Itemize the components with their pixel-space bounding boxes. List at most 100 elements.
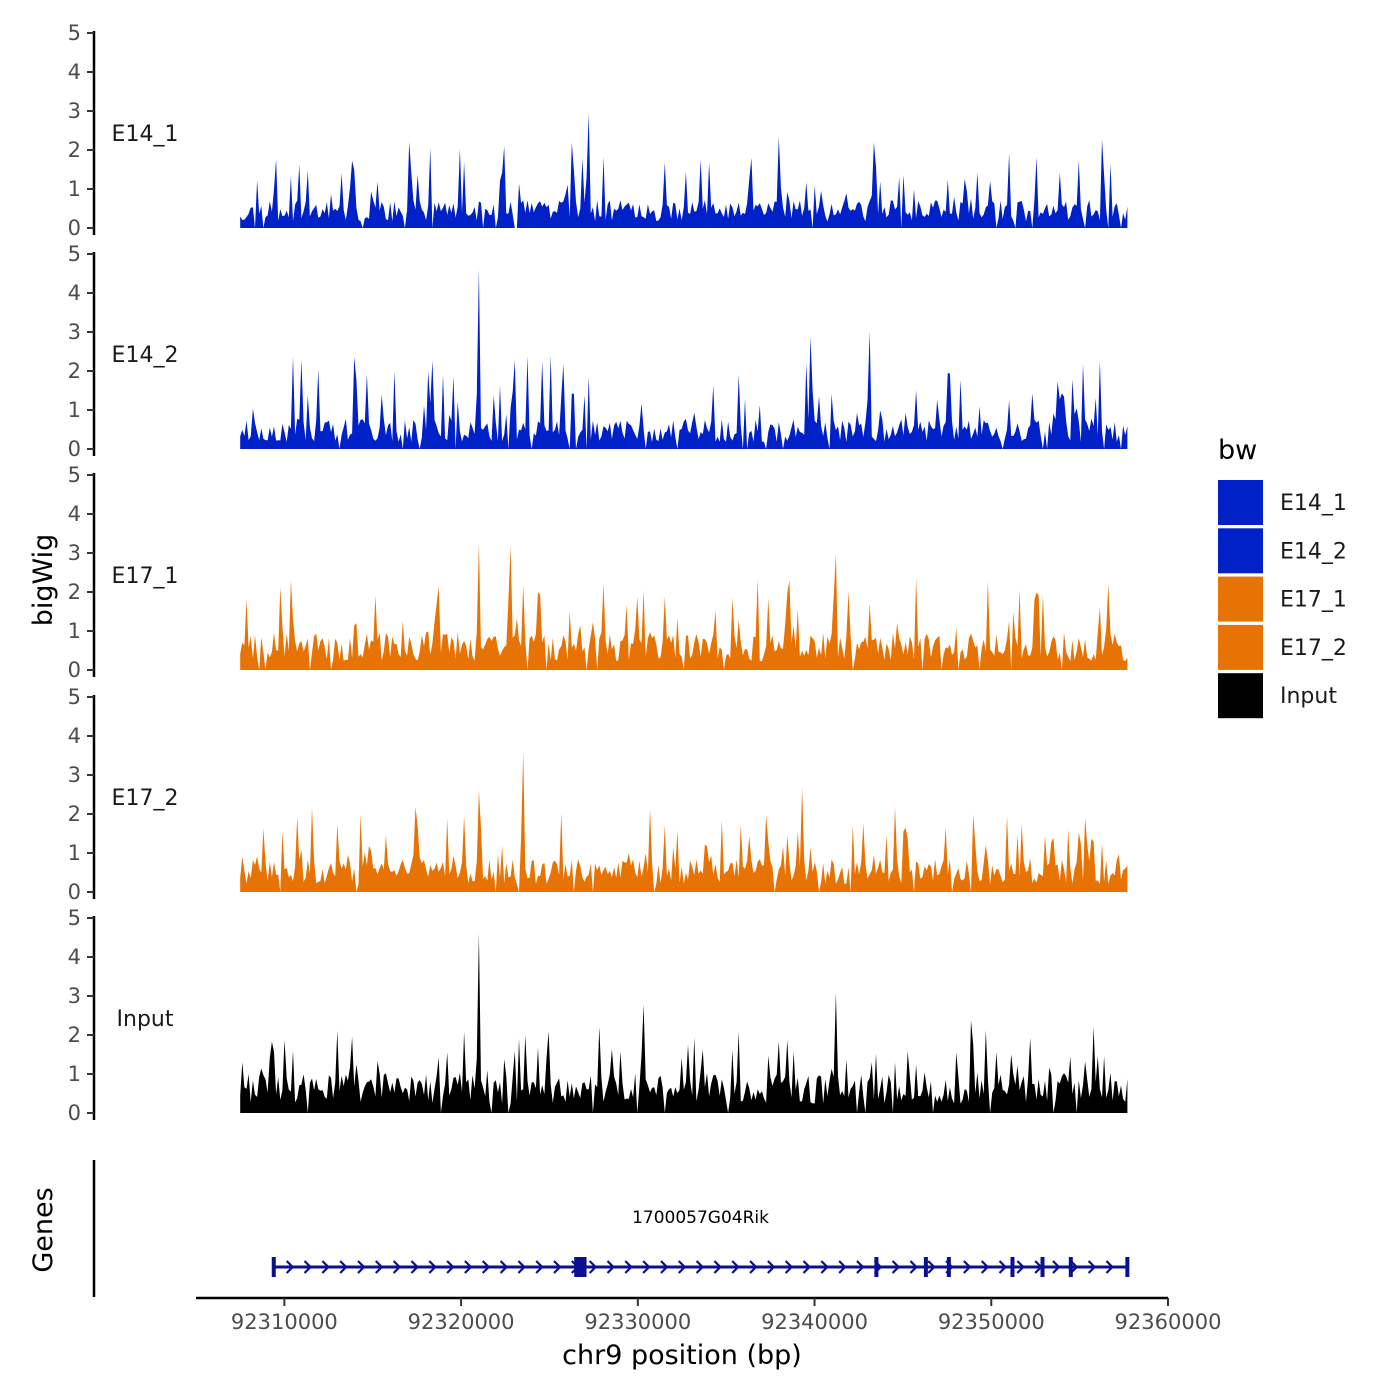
legend-swatch-E17_2	[1218, 624, 1263, 670]
strand-arrow	[285, 1260, 295, 1274]
strand-arrow	[731, 1260, 740, 1274]
track-label: Input	[117, 1007, 174, 1032]
y-tick-label: 4	[68, 502, 81, 526]
y-tick-label: 3	[68, 320, 81, 344]
strand-arrow	[1052, 1260, 1061, 1274]
x-axis-title: chr9 position (bp)	[562, 1340, 802, 1371]
strand-arrow	[998, 1260, 1008, 1274]
strand-arrow	[321, 1260, 330, 1274]
x-tick-label: 92360000	[1115, 1310, 1222, 1334]
genes-track: 1700057G04Rik	[92, 1160, 1130, 1297]
y-tick-label: 0	[68, 658, 81, 682]
signal-area-Input	[240, 933, 1128, 1113]
y-tick-label: 1	[68, 177, 81, 201]
strand-arrow	[499, 1260, 509, 1274]
y-tick-label: 2	[68, 1023, 81, 1047]
strand-arrow	[891, 1260, 901, 1274]
x-tick-label: 92310000	[231, 1310, 338, 1334]
track-label: E14_1	[112, 122, 179, 147]
y-tick-label: 1	[68, 1062, 81, 1086]
legend-swatch-Input	[1218, 673, 1263, 719]
y-tick-label: 0	[68, 1101, 81, 1125]
y-tick-label: 2	[68, 802, 81, 826]
legend-label-E17_1: E17_1	[1280, 588, 1347, 613]
strand-arrow	[713, 1260, 722, 1274]
strand-arrow	[446, 1260, 455, 1274]
x-tick-label: 92320000	[408, 1310, 515, 1334]
strand-arrow	[1016, 1260, 1025, 1274]
gene-exon	[1040, 1257, 1045, 1277]
gene-exon	[1125, 1257, 1130, 1277]
x-tick-label: 92330000	[584, 1310, 691, 1334]
gene-exon	[946, 1257, 951, 1277]
strand-arrow	[1087, 1260, 1097, 1274]
y-tick-label: 3	[68, 763, 81, 787]
gene-exon	[574, 1257, 582, 1277]
strand-arrow	[660, 1260, 669, 1274]
track-E14_2: 0 1 2 3 4 5 E14_2	[68, 242, 1128, 461]
y-tick-label: 4	[68, 60, 81, 84]
track-label: E17_2	[112, 786, 179, 811]
x-tick-label: 92340000	[761, 1310, 868, 1334]
y-tick-label: 3	[68, 99, 81, 123]
legend-label-E17_2: E17_2	[1280, 636, 1347, 661]
strand-arrow	[606, 1260, 616, 1274]
signal-area-E14_2	[240, 269, 1128, 449]
legend-label-Input: Input	[1280, 684, 1337, 709]
y-tick-label: 4	[68, 724, 81, 748]
strand-arrow	[553, 1260, 562, 1274]
y-tick-label: 1	[68, 619, 81, 643]
legend: bw E14_1 E14_2 E17_1 E17_2 Input	[1218, 435, 1347, 719]
x-axis: 92310000 92320000 92330000 92340000 92350000…	[196, 1296, 1222, 1334]
strand-arrow	[303, 1260, 313, 1274]
track-label: E14_2	[112, 343, 179, 368]
signal-area-E17_2	[240, 751, 1128, 892]
gene-exon	[271, 1257, 276, 1277]
strand-arrow	[642, 1260, 651, 1274]
gene-exon	[923, 1257, 928, 1277]
gene-name-label: 1700057G04Rik	[632, 1208, 769, 1228]
legend-label-E14_1: E14_1	[1280, 491, 1347, 516]
legend-swatch-E14_2	[1218, 528, 1263, 574]
genes-axis-title: Genes	[28, 1187, 59, 1272]
gene-exon	[1010, 1257, 1015, 1277]
track-Input: 0 1 2 3 4 5 Input	[68, 906, 1128, 1125]
y-tick-label: 3	[68, 541, 81, 565]
x-tick-label: 92350000	[938, 1310, 1045, 1334]
strand-arrow	[464, 1260, 473, 1274]
y-tick-label: 1	[68, 398, 81, 422]
strand-arrow	[375, 1260, 384, 1274]
strand-arrow	[588, 1260, 598, 1274]
y-tick-label: 2	[68, 580, 81, 604]
y-tick-label: 5	[68, 463, 81, 487]
strand-arrow	[927, 1260, 936, 1274]
strand-arrow	[357, 1260, 366, 1274]
y-tick-label: 4	[68, 281, 81, 305]
y-tick-label: 0	[68, 437, 81, 461]
track-E17_2: 0 1 2 3 4 5 E17_2	[68, 685, 1128, 904]
track-E14_1: 0 1 2 3 4 5 E14_1	[68, 21, 1128, 240]
strand-arrow	[481, 1260, 491, 1274]
strand-arrow	[980, 1260, 990, 1274]
legend-label-E14_2: E14_2	[1280, 539, 1347, 564]
legend-swatch-E14_1	[1218, 480, 1263, 525]
bigwig-tracks: 0 1 2 3 4 5 E14_1 0 1 2 3 4 5 E14_2 0 1 2 3 4 5 E17_1 0 1 2 3 4 5 E…	[68, 21, 1128, 1125]
strand-arrow	[695, 1260, 705, 1274]
y-tick-label: 3	[68, 984, 81, 1008]
y-axis-title: bigWig	[28, 534, 59, 627]
y-tick-label: 5	[68, 242, 81, 266]
y-tick-label: 5	[68, 21, 81, 45]
track-E17_1: 0 1 2 3 4 5 E17_1	[68, 463, 1128, 682]
y-tick-label: 5	[68, 685, 81, 709]
y-tick-label: 0	[68, 216, 81, 240]
strand-arrow	[339, 1260, 348, 1274]
strand-arrow	[856, 1260, 865, 1274]
signal-area-E14_1	[240, 113, 1128, 228]
strand-arrow	[820, 1260, 829, 1274]
strand-arrow	[428, 1260, 437, 1274]
y-tick-label: 4	[68, 945, 81, 969]
y-tick-label: 2	[68, 138, 81, 162]
strand-arrow	[677, 1260, 687, 1274]
strand-arrow	[802, 1260, 812, 1274]
